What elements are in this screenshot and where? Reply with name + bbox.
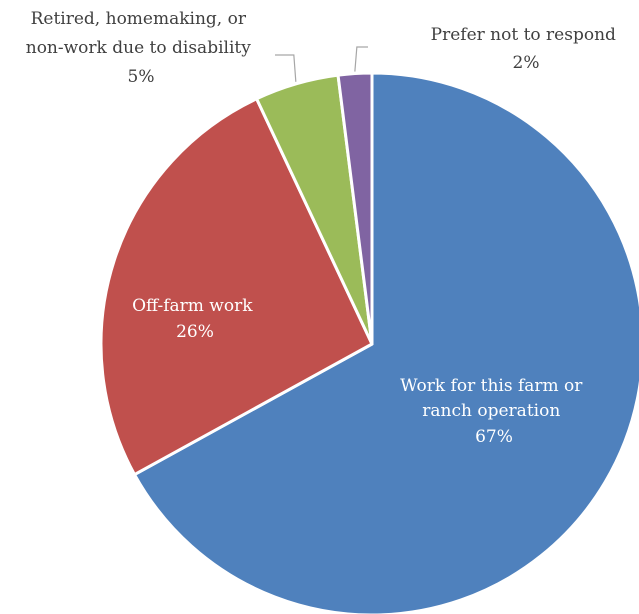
pie-slice-work-farm [133, 71, 639, 614]
slice-label-work-farm-pct: 67% [475, 427, 513, 447]
leader-line-prefer-not [354, 46, 368, 72]
slice-label-retired: Retired, homemaking, or non-work due to … [26, 9, 256, 87]
pie-slice-off-farm [99, 97, 374, 477]
slice-label-prefer-not: Prefer not to respond 2% [431, 25, 622, 73]
slice-label-work-farm-line2: ranch operation [422, 401, 560, 421]
slice-label-off-farm-pct: 26% [176, 322, 214, 342]
slice-label-retired-pct: 5% [128, 67, 155, 87]
slice-label-work-farm: Work for this farm or ranch operation 67… [400, 376, 588, 447]
pie-slice-prefer-not [336, 71, 374, 346]
slice-label-prefer-not-pct: 2% [513, 53, 540, 73]
leader-line-retired [275, 54, 297, 82]
slice-label-work-farm-line1: Work for this farm or [400, 376, 583, 396]
slice-label-off-farm-line1: Off-farm work [132, 296, 253, 316]
leader-lines [275, 46, 368, 82]
slice-label-retired-line2: non-work due to disability [26, 38, 251, 58]
pie-slices [99, 71, 639, 614]
slice-label-retired-line1: Retired, homemaking, or [31, 9, 247, 29]
slice-label-off-farm: Off-farm work 26% [132, 296, 258, 342]
slice-label-prefer-not-line1: Prefer not to respond [431, 25, 616, 45]
